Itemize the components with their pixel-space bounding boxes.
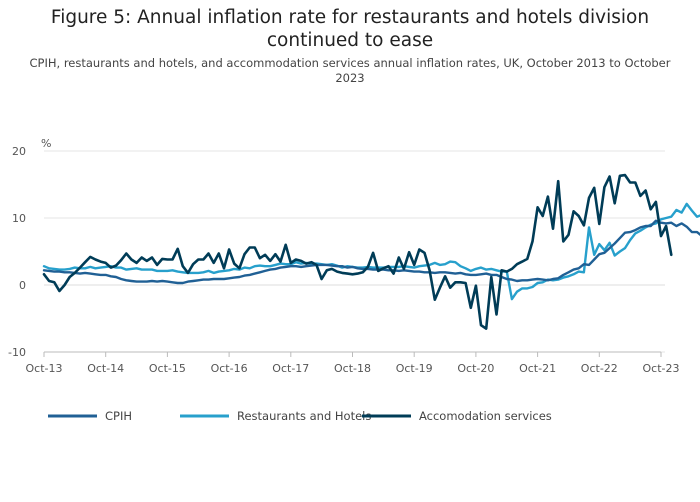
x-tick-label: Oct-22 — [581, 362, 618, 375]
y-tick-labels: -10 0 10 20 — [8, 145, 26, 359]
x-tick-label: Oct-19 — [396, 362, 433, 375]
x-tick-label: Oct-14 — [87, 362, 124, 375]
legend-label: Accomodation services — [419, 409, 552, 423]
x-tick-label: Oct-21 — [519, 362, 556, 375]
x-tick-label: Oct-23 — [643, 362, 680, 375]
y-tick-label: -10 — [8, 346, 26, 359]
x-tick-label: Oct-16 — [211, 362, 248, 375]
y-tick-label: 0 — [19, 279, 26, 292]
legend-item-accomodation-services[interactable]: Accomodation services — [362, 409, 552, 423]
x-tick-labels: Oct-13 Oct-14 Oct-15 Oct-16 Oct-17 Oct-18 Oct-… — [26, 352, 680, 375]
x-tick-label: Oct-17 — [272, 362, 309, 375]
series-line-cpih — [42, 219, 700, 285]
legend[interactable]: CPIH Restaurants and Hotels Accomodation s… — [48, 409, 552, 423]
chart-title: Figure 5: Annual inflation rate for rest… — [50, 7, 650, 51]
legend-item-cpih[interactable]: CPIH — [48, 409, 132, 423]
legend-item-restaurants-and-hotels[interactable]: Restaurants and Hotels — [180, 409, 371, 423]
y-tick-label: 10 — [12, 212, 26, 225]
x-tick-label: Oct-13 — [26, 362, 63, 375]
y-tick-label: 20 — [12, 145, 26, 158]
chart-subtitle: CPIH, restaurants and hotels, and accomm… — [29, 56, 671, 85]
series-lines — [42, 173, 700, 330]
x-tick-label: Oct-15 — [149, 362, 186, 375]
y-gridlines — [44, 150, 665, 353]
legend-label: Restaurants and Hotels — [237, 409, 371, 423]
x-tick-label: Oct-18 — [334, 362, 371, 375]
axes: % — [41, 137, 661, 353]
legend-label: CPIH — [105, 409, 132, 423]
x-tick-label: Oct-20 — [457, 362, 494, 375]
y-axis-unit-label: % — [41, 137, 51, 150]
series-line-accomodation-services — [42, 173, 673, 330]
